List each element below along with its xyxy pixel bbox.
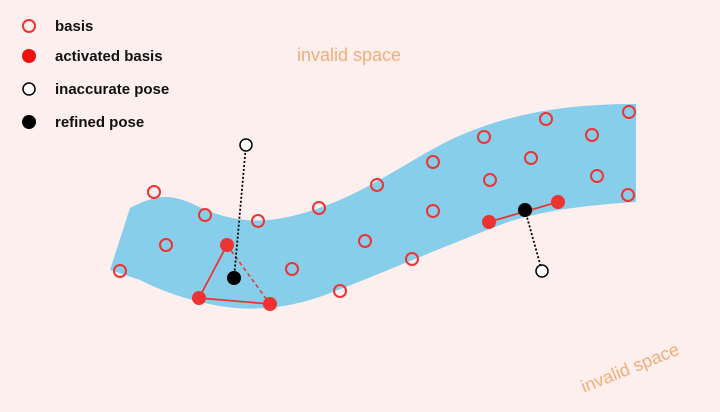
inaccurate-pose — [535, 264, 549, 278]
triangle-edge-dashed — [226, 244, 271, 305]
basis-point — [113, 264, 127, 278]
activated-basis-point — [482, 215, 496, 229]
refined-pose — [227, 271, 241, 285]
inaccurate-pose — [239, 138, 253, 152]
invalid-space-label-bottom: invalid space — [578, 339, 682, 397]
basis-point — [477, 130, 491, 144]
basis-point — [312, 201, 326, 215]
legend-activated-basis-marker — [22, 49, 36, 63]
valid-region-band — [110, 104, 636, 309]
basis-point — [590, 169, 604, 183]
refinement-line — [524, 209, 543, 272]
basis-point — [159, 238, 173, 252]
right-activation-group — [482, 195, 565, 278]
activated-basis-point — [551, 195, 565, 209]
basis-point — [405, 252, 419, 266]
legend-inaccurate-pose-label: inaccurate pose — [55, 81, 169, 98]
left-activation-group — [192, 138, 277, 311]
refined-pose — [518, 203, 532, 217]
activated-basis-point — [192, 291, 206, 305]
legend: basis activated basis inaccurate pose re… — [22, 18, 169, 131]
basis-point — [622, 105, 636, 119]
basis-points — [113, 105, 636, 298]
basis-point — [333, 284, 347, 298]
basis-point — [147, 185, 161, 199]
basis-point — [585, 128, 599, 142]
legend-activated-basis-label: activated basis — [55, 48, 163, 65]
legend-basis-marker — [22, 19, 36, 33]
legend-refined-pose-marker — [22, 115, 36, 129]
basis-point — [483, 173, 497, 187]
basis-point — [358, 234, 372, 248]
basis-point — [370, 178, 384, 192]
triangle-edge — [198, 297, 271, 305]
legend-inaccurate-pose-marker — [22, 82, 36, 96]
basis-point — [524, 151, 538, 165]
basis-point — [198, 208, 212, 222]
basis-point — [251, 214, 265, 228]
triangle-edge — [198, 244, 228, 299]
basis-point — [539, 112, 553, 126]
basis-point — [426, 204, 440, 218]
basis-point — [426, 155, 440, 169]
legend-refined-pose-label: refined pose — [55, 114, 144, 131]
legend-basis-label: basis — [55, 18, 93, 35]
invalid-space-label-top: invalid space — [297, 45, 401, 65]
basis-point — [285, 262, 299, 276]
activated-basis-point — [263, 297, 277, 311]
basis-point — [621, 188, 635, 202]
activated-basis-point — [220, 238, 234, 252]
